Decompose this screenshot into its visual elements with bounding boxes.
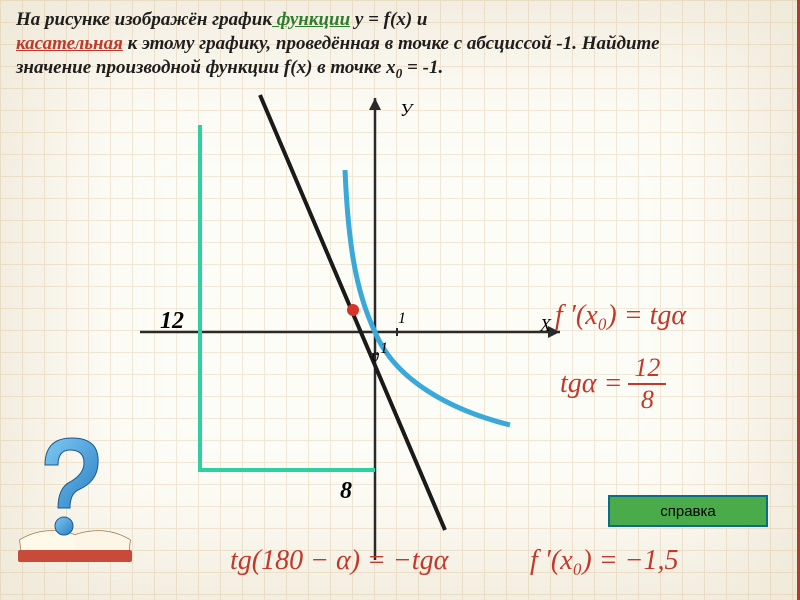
- chart-area: 12 8 У Х 1 1 0: [140, 90, 570, 560]
- label-12: 12: [160, 308, 184, 335]
- problem-statement: На рисунке изображён график функции y = …: [16, 8, 784, 82]
- help-button[interactable]: справка: [608, 495, 768, 527]
- origin-label: 0: [372, 350, 379, 366]
- tangent-point: [347, 304, 359, 316]
- formula-tan-lhs: tgα =: [560, 368, 622, 400]
- formula-derivative-tan: f ′(x₀) = tgα: [555, 300, 686, 332]
- y-tick-label-1: 1: [380, 340, 388, 358]
- formula-tan-fraction: tgα = 12 8: [560, 355, 666, 413]
- book-question-icon: [10, 430, 140, 570]
- function-curve: [345, 170, 510, 425]
- chart-svg: [140, 90, 570, 560]
- problem-text-5: значение производной функции f(x) в точк…: [16, 57, 396, 78]
- problem-underline-green: функции: [272, 9, 350, 30]
- help-button-label: справка: [660, 503, 716, 520]
- formula-answer: f ′(x₀) = −1,5: [530, 545, 679, 577]
- fraction-denominator: 8: [635, 385, 660, 413]
- y-arrow: [369, 98, 381, 110]
- triangle-legs: [200, 125, 375, 470]
- x-axis-label: Х: [540, 315, 551, 336]
- problem-text-1: На рисунке изображён график: [16, 9, 272, 30]
- fraction-numerator: 12: [628, 355, 666, 385]
- x-tick-label-1: 1: [398, 310, 406, 328]
- formula-tan-supplement: tg(180 − α) = −tgα: [230, 545, 448, 577]
- problem-text-4: к этому графику, проведённая в точке с а…: [123, 33, 660, 54]
- problem-red-word: касательная: [16, 33, 123, 54]
- fraction: 12 8: [628, 355, 666, 413]
- problem-text-2: y = f(x) и: [350, 9, 427, 30]
- y-axis-label: У: [400, 100, 412, 121]
- problem-text-6: = -1.: [402, 57, 443, 78]
- label-8: 8: [340, 478, 352, 505]
